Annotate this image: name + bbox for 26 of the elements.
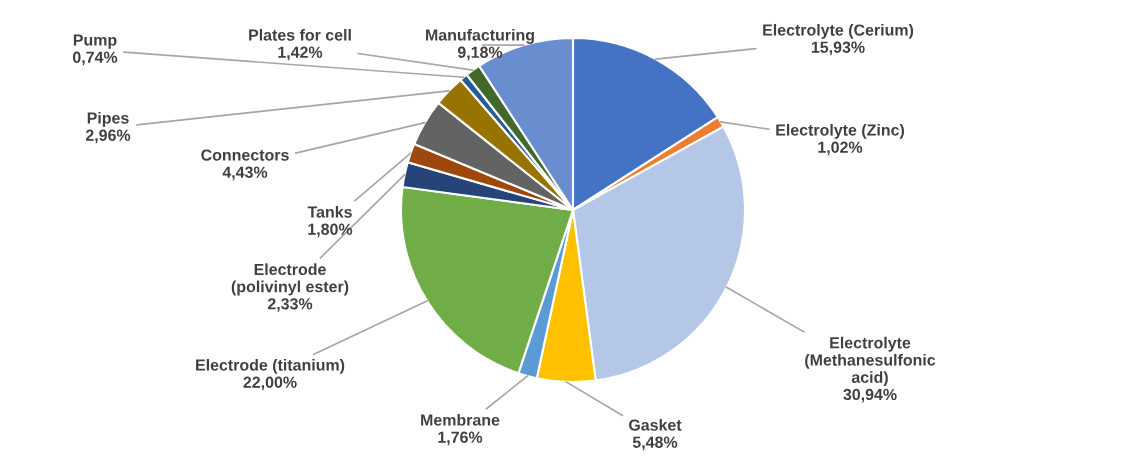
data-label: 0,74%: [72, 51, 118, 66]
slice-label: Pump: [73, 34, 117, 49]
slice-label: Electrolyte (Cerium): [763, 23, 914, 39]
data-label: 1,02%: [818, 141, 863, 156]
data-label: 30,94%: [843, 388, 897, 403]
slice-label: Electrode (titanium): [196, 358, 345, 374]
data-label: 2,33%: [267, 298, 313, 312]
data-label: 5,48%: [632, 436, 678, 451]
slice-label: Connectors: [201, 149, 289, 161]
data-label: 15,93%: [811, 41, 865, 56]
data-label: 9,18%: [457, 46, 503, 61]
slice-label: Plates for cell: [249, 28, 351, 41]
slice-label: Electrolyte (Zinc): [776, 123, 904, 139]
slice-label: Membrane: [421, 413, 500, 426]
data-label: 1,76%: [438, 431, 483, 446]
data-label: 1,42%: [278, 46, 323, 61]
data-label: 22,00%: [243, 376, 297, 391]
slice-label: Tanks: [307, 205, 352, 218]
slice-label: Pipes: [87, 111, 129, 127]
data-label: 1,80%: [308, 223, 353, 238]
slice-label: Manufacturing: [426, 28, 534, 44]
slice-label: Electrolyte (Methanesulfonic acid): [805, 336, 936, 387]
data-label: 2,96%: [85, 129, 131, 144]
slice-label: Electrode (polivinyl ester): [231, 263, 349, 296]
slice-label: Gasket: [629, 418, 682, 431]
data-label: 4,43%: [222, 166, 268, 181]
